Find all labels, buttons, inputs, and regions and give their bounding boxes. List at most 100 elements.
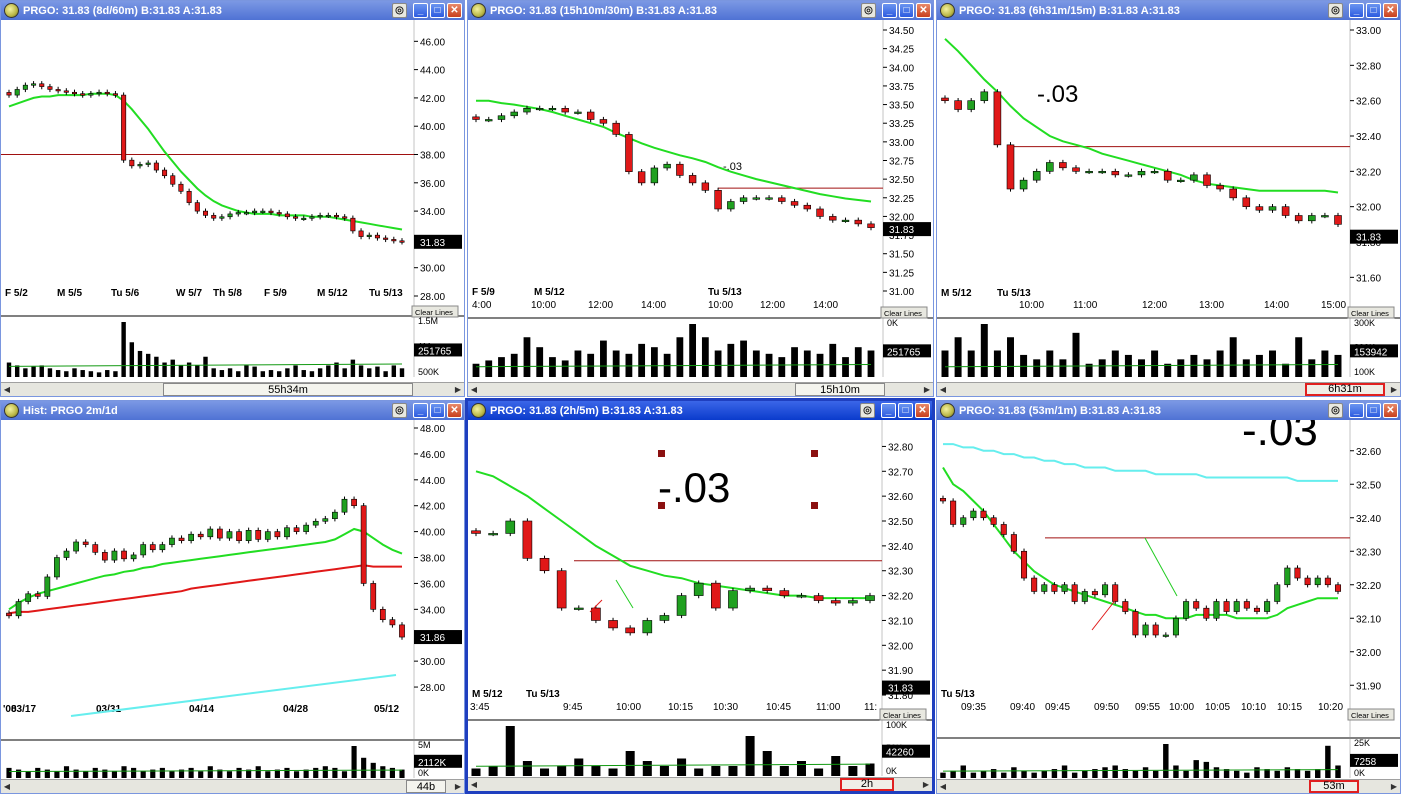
link-icon[interactable]: ◎ xyxy=(392,3,407,18)
time-span-label[interactable]: 53m xyxy=(1309,780,1359,793)
minimize-button[interactable]: _ xyxy=(881,403,896,418)
price-tick-label: 33.25 xyxy=(889,119,914,130)
link-icon[interactable]: ◎ xyxy=(860,403,875,418)
clear-lines-button[interactable] xyxy=(1347,708,1395,721)
scroll-right-icon[interactable]: ▶ xyxy=(923,385,931,394)
price-chart[interactable]: 48.00 46.00 44.00 42.00 40.00 38.00 36.00 34.00… xyxy=(1,420,464,780)
link-icon[interactable]: ◎ xyxy=(392,403,407,418)
volume-bar xyxy=(186,362,192,377)
scroll-right-icon[interactable]: ▶ xyxy=(454,385,462,394)
scroll-right-icon[interactable]: ▶ xyxy=(454,782,462,791)
time-scrollbar[interactable]: ◀ 55h34m ▶ xyxy=(1,382,464,396)
maximize-button[interactable]: □ xyxy=(1366,403,1381,418)
time-span-label[interactable]: 2h xyxy=(840,778,894,791)
candle-body xyxy=(322,518,329,522)
time-span-label[interactable]: 15h10m xyxy=(795,383,885,396)
volume-bar xyxy=(536,347,544,377)
time-scrollbar[interactable]: ◀ 53m ▶ xyxy=(937,779,1400,793)
time-scrollbar[interactable]: ◀ 6h31m ▶ xyxy=(937,382,1400,396)
minimize-button[interactable]: _ xyxy=(1349,3,1364,18)
maximize-button[interactable]: □ xyxy=(430,3,445,18)
time-span-label[interactable]: 55h34m xyxy=(163,383,413,396)
price-chart[interactable]: 32.60 32.50 32.40 32.30 32.20 32.10 32.00 31.90… xyxy=(937,420,1400,780)
candle-body xyxy=(1111,171,1120,176)
candle-body xyxy=(39,83,45,87)
clear-lines-button[interactable] xyxy=(411,305,459,318)
minimize-button[interactable]: _ xyxy=(882,3,897,18)
scroll-right-icon[interactable]: ▶ xyxy=(922,780,930,789)
candle-body xyxy=(1162,634,1169,637)
window-titlebar[interactable]: PRGO: 31.83 (15h10m/30m) B:31.83 A:31.83… xyxy=(468,1,933,20)
close-button[interactable]: ✕ xyxy=(1383,3,1398,18)
volume-bar xyxy=(803,350,811,377)
scroll-left-icon[interactable]: ◀ xyxy=(470,780,478,789)
link-icon[interactable]: ◎ xyxy=(861,3,876,18)
volume-bar xyxy=(831,756,841,776)
candle-body xyxy=(1021,550,1028,579)
chart-window-hist-daily[interactable]: Hist: PRGO 2m/1d ◎ _ □ ✕ 48.00 46.00 44.00… xyxy=(0,400,465,794)
minimize-button[interactable]: _ xyxy=(413,3,428,18)
chart-window-6h-15m[interactable]: PRGO: 31.83 (6h31m/15m) B:31.83 A:31.83 … xyxy=(936,0,1401,397)
window-titlebar[interactable]: PRGO: 31.83 (8d/60m) B:31.83 A:31.83 ◎ _… xyxy=(1,1,464,20)
time-scrollbar[interactable]: ◀ 15h10m ▶ xyxy=(468,382,933,396)
scroll-right-icon[interactable]: ▶ xyxy=(1390,782,1398,791)
price-tick-label: 32.20 xyxy=(888,592,913,603)
maximize-button[interactable]: □ xyxy=(430,403,445,418)
chart-window-15h-30m[interactable]: PRGO: 31.83 (15h10m/30m) B:31.83 A:31.83… xyxy=(467,0,934,397)
scroll-left-icon[interactable]: ◀ xyxy=(3,385,11,394)
minimize-button[interactable]: _ xyxy=(1349,403,1364,418)
link-icon[interactable]: ◎ xyxy=(1328,3,1343,18)
scroll-left-icon[interactable]: ◀ xyxy=(939,782,947,791)
close-button[interactable]: ✕ xyxy=(447,3,462,18)
scroll-left-icon[interactable]: ◀ xyxy=(939,385,947,394)
annotation-handle xyxy=(811,450,818,457)
clear-lines-button[interactable] xyxy=(879,708,927,721)
clear-lines-label: Clear Lines xyxy=(1351,711,1389,720)
last-volume-label: 2112K xyxy=(418,758,447,769)
window-titlebar[interactable]: PRGO: 31.83 (53m/1m) B:31.83 A:31.83 ◎ _… xyxy=(937,401,1400,420)
chart-window-2h-5m[interactable]: PRGO: 31.83 (2h/5m) B:31.83 A:31.83 ◎ _ … xyxy=(465,398,935,794)
clear-lines-button[interactable] xyxy=(880,306,928,319)
maximize-button[interactable]: □ xyxy=(898,403,913,418)
link-icon[interactable]: ◎ xyxy=(1328,403,1343,418)
chart-window-53m-1m[interactable]: PRGO: 31.83 (53m/1m) B:31.83 A:31.83 ◎ _… xyxy=(936,400,1401,794)
maximize-button[interactable]: □ xyxy=(899,3,914,18)
chart-window-8d-60m[interactable]: PRGO: 31.83 (8d/60m) B:31.83 A:31.83 ◎ _… xyxy=(0,0,465,397)
scroll-left-icon[interactable]: ◀ xyxy=(3,782,11,791)
volume-bar xyxy=(383,371,388,377)
maximize-button[interactable]: □ xyxy=(1366,3,1381,18)
price-tick-label: 30.00 xyxy=(420,264,445,275)
volume-bar xyxy=(284,767,290,778)
volume-bar xyxy=(1315,769,1321,778)
candle-body xyxy=(1243,601,1250,609)
date-label: F 5/2 xyxy=(5,288,28,299)
price-chart[interactable]: 46.0044.0042.0040.0038.0036.0034.0032.00… xyxy=(1,20,464,382)
price-tick-label: 32.10 xyxy=(888,616,913,627)
volume-bar xyxy=(226,771,233,778)
time-span-label[interactable]: 6h31m xyxy=(1305,383,1385,396)
scroll-left-icon[interactable]: ◀ xyxy=(470,385,478,394)
window-titlebar[interactable]: PRGO: 31.83 (6h31m/15m) B:31.83 A:31.83 … xyxy=(937,1,1400,20)
clear-lines-button[interactable] xyxy=(1347,306,1395,319)
window-titlebar[interactable]: Hist: PRGO 2m/1d ◎ _ □ ✕ xyxy=(1,401,464,420)
close-button[interactable]: ✕ xyxy=(1383,403,1398,418)
volume-bar xyxy=(113,371,118,377)
price-chart[interactable]: 34.50 34.25 34.00 33.75 33.50 33.25 33.00 32.75… xyxy=(468,20,933,382)
scroll-right-icon[interactable]: ▶ xyxy=(1390,385,1398,394)
price-chart[interactable]: 32.80 32.70 32.60 32.50 32.40 32.30 32.20 32.10… xyxy=(468,420,932,776)
close-button[interactable]: ✕ xyxy=(916,3,931,18)
volume-bar xyxy=(35,767,41,778)
close-button[interactable]: ✕ xyxy=(915,403,930,418)
close-button[interactable]: ✕ xyxy=(447,403,462,418)
minimize-button[interactable]: _ xyxy=(413,403,428,418)
volume-bar xyxy=(676,337,684,377)
volume-bar xyxy=(83,771,89,778)
time-scrollbar[interactable]: ◀ 44b ▶ xyxy=(1,779,464,793)
price-chart[interactable]: 33.0032.8032.6032.4032.2032.0031.8031.60… xyxy=(937,20,1400,382)
volume-bar xyxy=(342,368,347,377)
window-titlebar[interactable]: PRGO: 31.83 (2h/5m) B:31.83 A:31.83 ◎ _ … xyxy=(468,401,932,420)
time-scrollbar[interactable]: ◀ 2h ▶ xyxy=(468,777,932,791)
volume-bar xyxy=(1152,770,1159,778)
bar-count-label[interactable]: 44b xyxy=(406,780,446,793)
volume-bar xyxy=(677,758,687,776)
